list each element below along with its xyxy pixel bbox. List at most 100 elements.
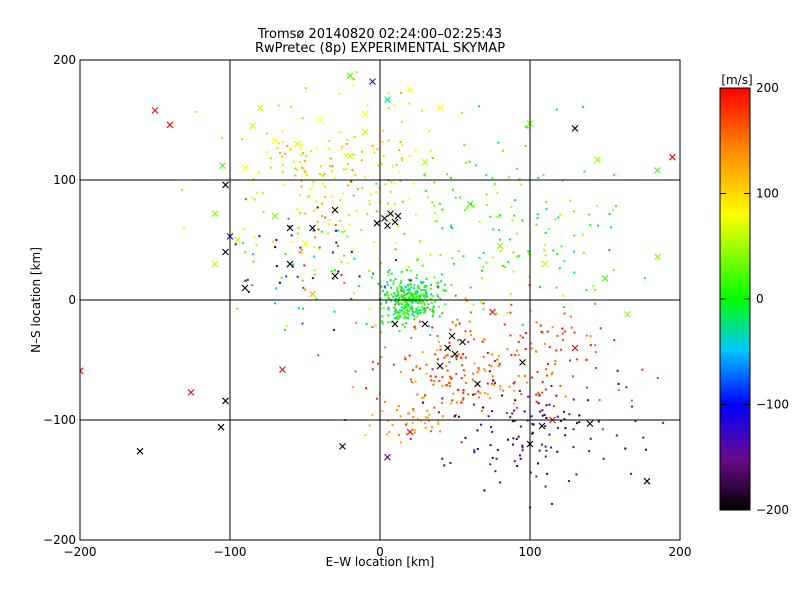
data-point <box>585 289 588 292</box>
data-point <box>386 433 389 436</box>
data-point <box>300 147 303 150</box>
data-point <box>425 284 428 287</box>
data-point <box>497 141 500 144</box>
data-point <box>290 105 293 108</box>
data-point <box>476 448 479 451</box>
data-point <box>518 178 521 181</box>
data-point <box>368 270 371 273</box>
data-point <box>485 193 488 196</box>
data-point <box>298 161 301 164</box>
data-point <box>564 427 567 430</box>
data-point <box>411 293 414 296</box>
data-point <box>242 227 245 230</box>
data-point <box>425 299 428 302</box>
data-point <box>555 286 558 289</box>
data-point <box>537 391 540 394</box>
data-point <box>589 335 592 338</box>
data-point <box>234 243 237 246</box>
data-point <box>425 296 428 299</box>
data-point <box>514 399 517 402</box>
data-point <box>455 358 458 361</box>
y-axis-label: N–S location [km] <box>29 247 43 353</box>
cross-point <box>421 158 429 166</box>
data-point <box>313 245 316 248</box>
data-point <box>353 135 356 138</box>
data-point <box>270 166 273 169</box>
data-point <box>405 302 408 305</box>
data-point <box>414 290 417 293</box>
data-point <box>375 397 378 400</box>
data-point <box>353 292 356 295</box>
data-point <box>401 323 404 326</box>
data-point <box>541 380 544 383</box>
data-point <box>485 261 488 264</box>
data-point <box>488 397 491 400</box>
data-point <box>482 308 485 311</box>
data-point <box>351 169 354 172</box>
data-point <box>420 293 423 296</box>
data-point <box>545 404 548 407</box>
data-point <box>274 246 277 249</box>
data-point <box>530 376 533 379</box>
data-point <box>539 286 542 289</box>
data-point <box>415 276 418 279</box>
data-point <box>390 181 393 184</box>
data-point <box>405 300 408 303</box>
data-point <box>360 159 363 162</box>
data-point <box>477 366 480 369</box>
data-point <box>513 409 516 412</box>
data-point <box>581 233 584 236</box>
data-point <box>441 227 444 230</box>
data-point <box>396 311 399 314</box>
data-point <box>451 399 454 402</box>
data-point <box>300 166 303 169</box>
data-point <box>256 191 259 194</box>
data-point <box>250 197 253 200</box>
data-point <box>457 339 460 342</box>
data-point <box>339 219 342 222</box>
data-point <box>252 253 255 256</box>
data-point <box>630 472 633 475</box>
data-point <box>387 92 390 95</box>
y-tick-label: 100 <box>53 173 76 187</box>
data-point <box>327 147 330 150</box>
data-point <box>297 226 300 229</box>
data-point <box>277 104 280 107</box>
data-point <box>315 200 318 203</box>
data-point <box>419 311 422 314</box>
data-point <box>422 396 425 399</box>
data-point <box>291 264 294 267</box>
data-point <box>521 444 524 447</box>
data-point <box>569 315 572 318</box>
data-point <box>398 330 401 333</box>
data-point <box>612 209 615 212</box>
cross-point <box>294 140 301 148</box>
data-point <box>371 360 374 363</box>
data-point <box>550 502 553 505</box>
data-point <box>283 328 286 331</box>
data-point <box>424 172 427 175</box>
data-point <box>300 154 303 157</box>
data-point <box>333 310 336 313</box>
data-point <box>489 463 492 466</box>
data-point <box>424 394 427 397</box>
data-point <box>292 160 295 163</box>
data-point <box>387 271 390 274</box>
data-point <box>402 296 405 299</box>
data-point <box>488 370 491 373</box>
data-point <box>463 143 466 146</box>
cross-point <box>271 212 279 220</box>
data-point <box>408 315 411 318</box>
data-point <box>548 346 551 349</box>
data-point <box>393 292 396 295</box>
data-point <box>556 450 559 453</box>
data-point <box>489 444 492 447</box>
data-point <box>643 277 646 280</box>
data-point <box>425 291 428 294</box>
data-point <box>512 251 515 254</box>
data-point <box>329 165 332 168</box>
data-point <box>483 489 486 492</box>
data-point <box>419 301 422 304</box>
data-point <box>479 392 482 395</box>
